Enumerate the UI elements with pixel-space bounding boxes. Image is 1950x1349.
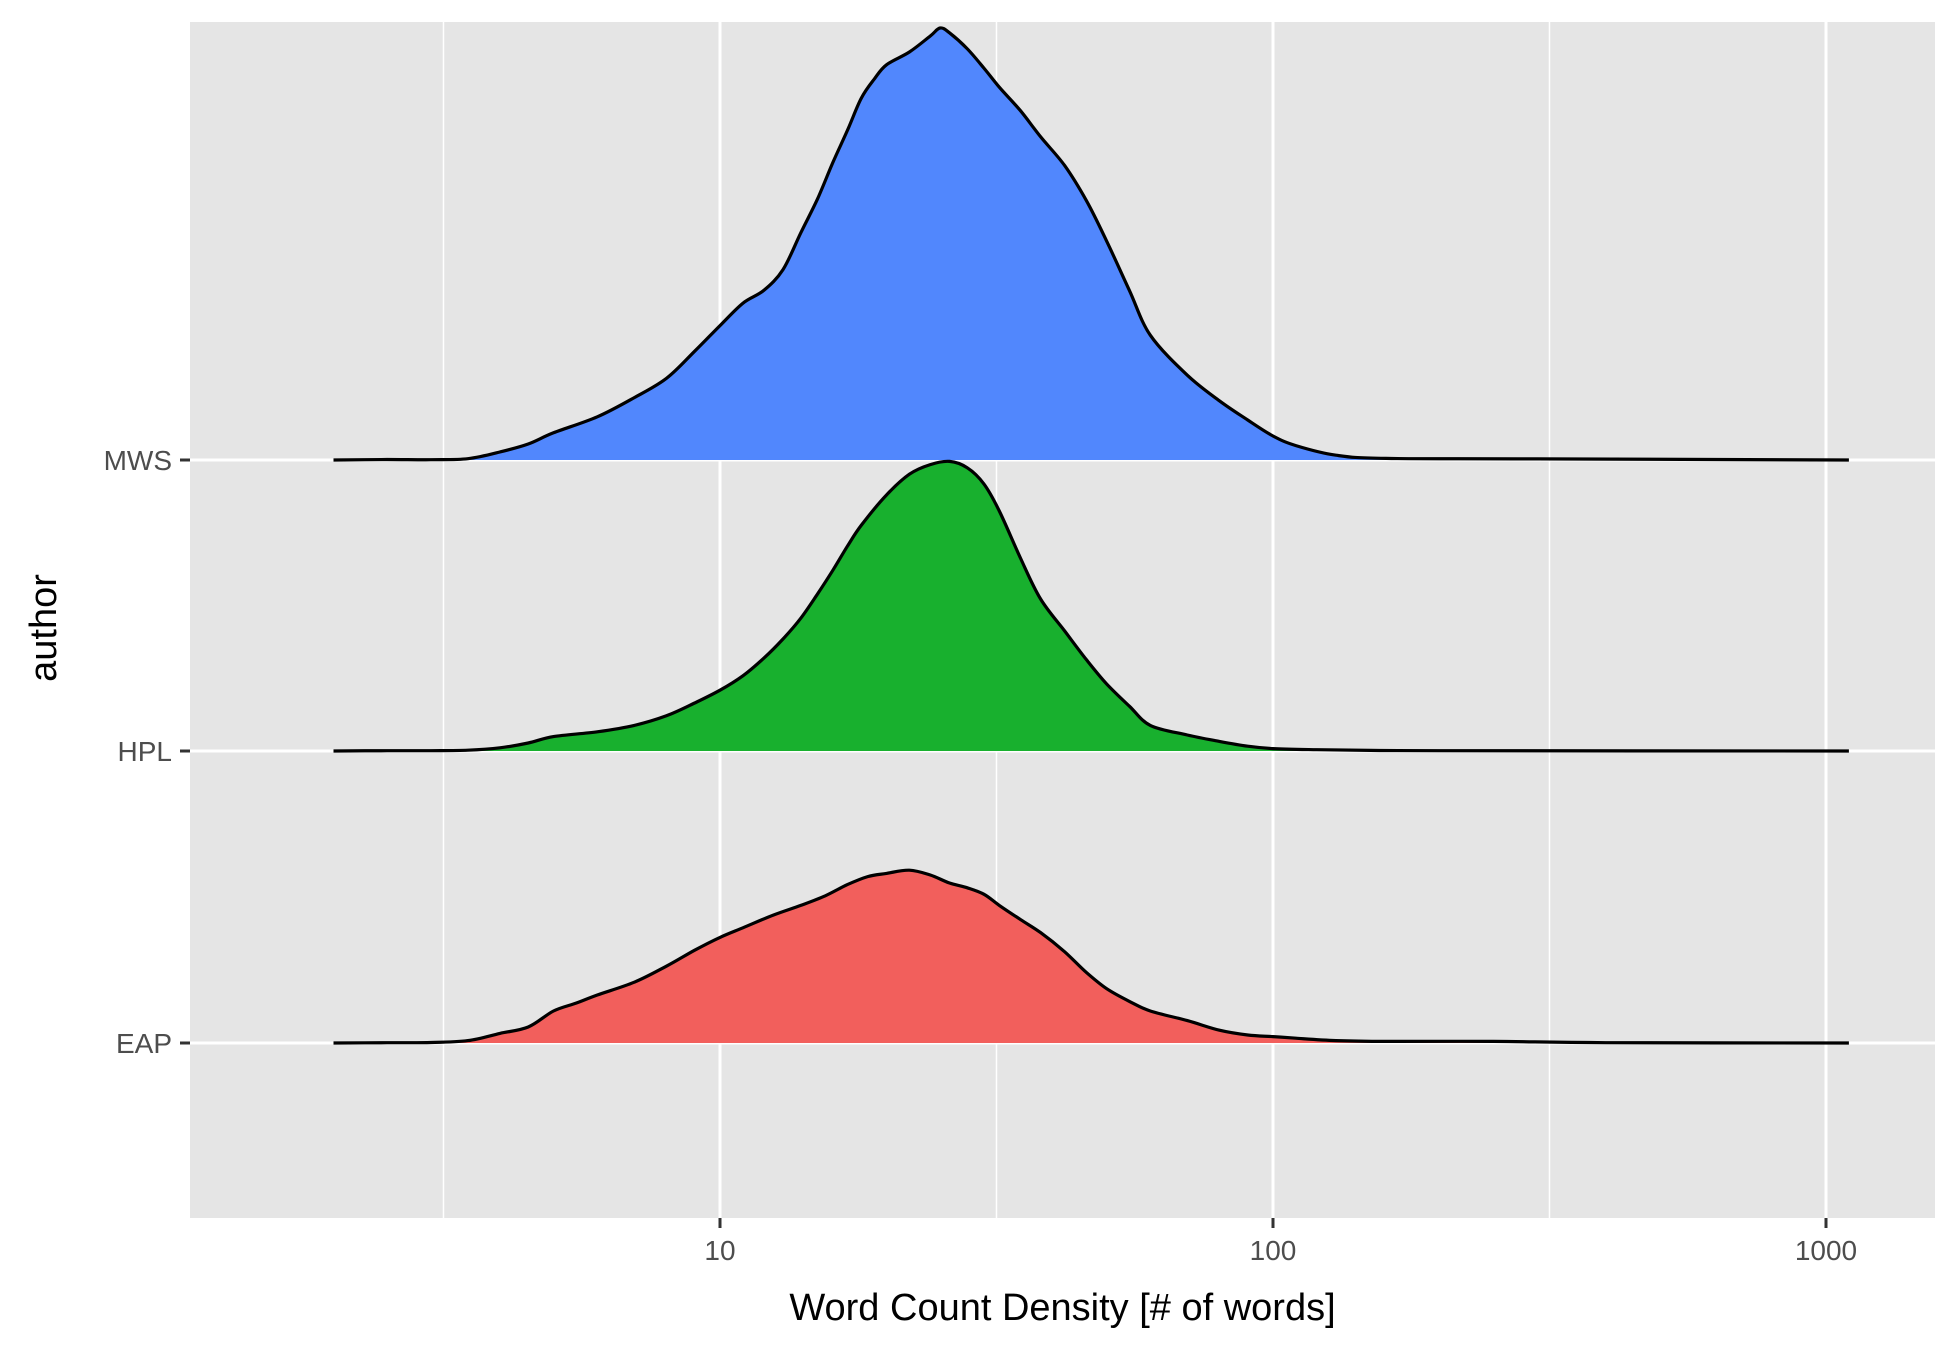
ridge-line-eap xyxy=(333,868,1849,1045)
ridge-line-mws xyxy=(333,26,1849,462)
y-tick-label: MWS xyxy=(104,445,172,476)
y-axis-title: author xyxy=(23,574,65,682)
x-axis: 10 100 1000 xyxy=(704,1218,1857,1266)
y-axis: EAP HPL MWS xyxy=(104,445,190,1059)
x-tick-label: 1000 xyxy=(1795,1235,1857,1266)
ridge-fill-mws xyxy=(333,27,1849,460)
density-ridges xyxy=(333,26,1849,1045)
y-tick-label: EAP xyxy=(116,1028,172,1059)
ridge-fill-eap xyxy=(333,870,1849,1043)
y-tick-label: HPL xyxy=(118,736,172,767)
x-tick-label: 10 xyxy=(704,1235,735,1266)
x-tick-label: 100 xyxy=(1250,1235,1297,1266)
x-axis-title: Word Count Density [# of words] xyxy=(789,1287,1335,1329)
ridge-fill-hpl xyxy=(333,461,1849,751)
ridge-line-hpl xyxy=(333,459,1849,753)
